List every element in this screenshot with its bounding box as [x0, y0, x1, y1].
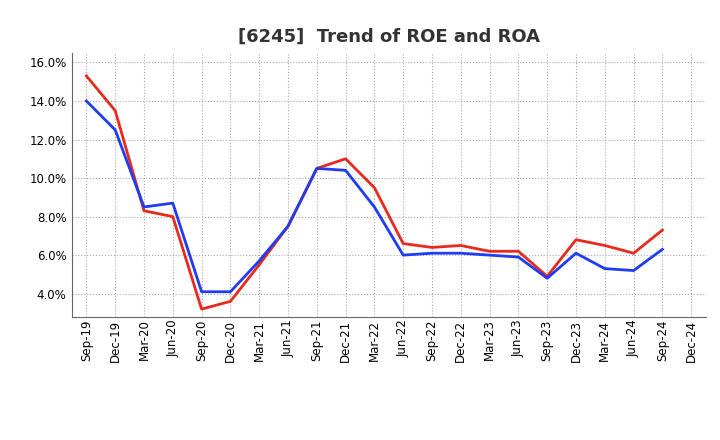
ROE: [82, 73, 91, 79]
ROE: [140, 208, 148, 213]
ROA: [284, 224, 292, 229]
ROA: [629, 268, 638, 273]
ROA: [82, 98, 91, 103]
ROA: [399, 253, 408, 258]
ROE: [111, 108, 120, 113]
ROE: [370, 185, 379, 191]
ROE: [312, 166, 321, 171]
ROA: [514, 254, 523, 260]
ROE: [226, 299, 235, 304]
ROA: [255, 258, 264, 264]
ROE: [197, 306, 206, 312]
Line: ROE: ROE: [86, 76, 662, 309]
ROA: [428, 250, 436, 256]
ROA: [168, 201, 177, 206]
ROA: [456, 250, 465, 256]
ROA: [140, 204, 148, 209]
ROE: [428, 245, 436, 250]
ROE: [284, 224, 292, 229]
ROE: [255, 262, 264, 268]
ROA: [658, 247, 667, 252]
ROE: [543, 274, 552, 279]
ROE: [658, 227, 667, 233]
ROE: [168, 214, 177, 219]
ROA: [341, 168, 350, 173]
ROE: [514, 249, 523, 254]
ROE: [456, 243, 465, 248]
Line: ROA: ROA: [86, 101, 662, 292]
ROA: [485, 253, 494, 258]
ROE: [600, 243, 609, 248]
ROA: [370, 204, 379, 209]
ROA: [226, 289, 235, 294]
ROA: [312, 166, 321, 171]
ROA: [197, 289, 206, 294]
ROA: [600, 266, 609, 271]
ROE: [341, 156, 350, 161]
ROE: [629, 250, 638, 256]
ROE: [572, 237, 580, 242]
ROE: [485, 249, 494, 254]
ROA: [543, 275, 552, 281]
ROE: [399, 241, 408, 246]
Title: [6245]  Trend of ROE and ROA: [6245] Trend of ROE and ROA: [238, 28, 540, 46]
ROA: [572, 250, 580, 256]
ROA: [111, 127, 120, 132]
